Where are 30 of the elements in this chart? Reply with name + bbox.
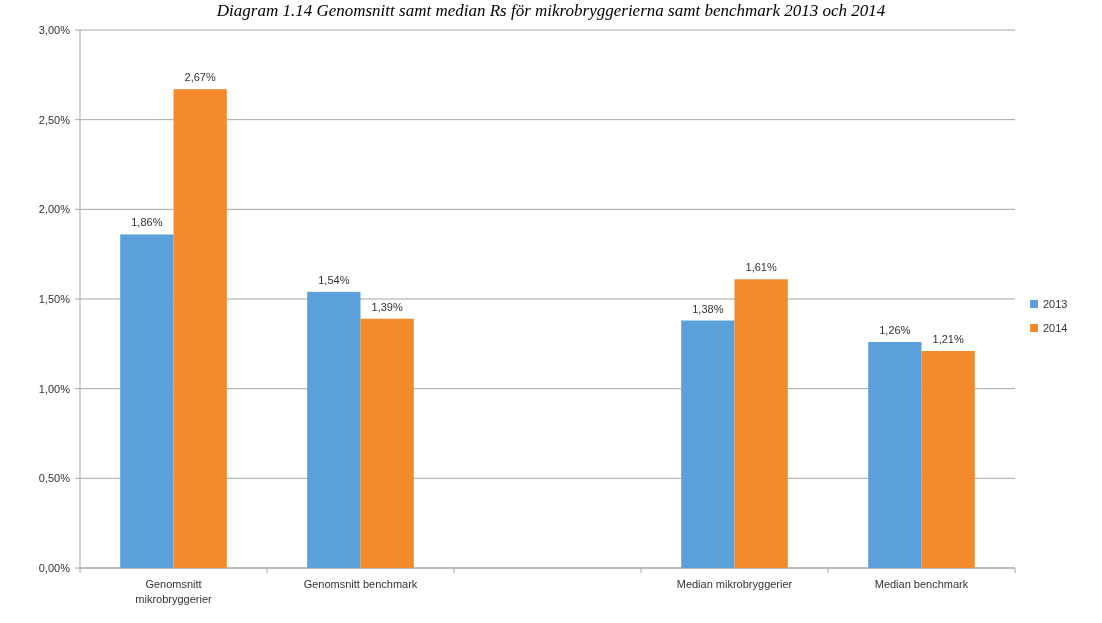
data-label: 1,21% <box>932 333 964 346</box>
data-label: 1,54% <box>318 273 350 286</box>
x-tick-label: Genomsnitt benchmark <box>303 578 418 590</box>
bar <box>681 320 735 568</box>
legend-label: 2013 <box>1043 297 1068 310</box>
y-tick-label: 2,50% <box>38 113 71 126</box>
bar <box>734 279 788 568</box>
y-tick-label: 0,50% <box>38 472 71 485</box>
x-tick-label: Median mikrobryggerier <box>676 578 793 590</box>
chart-title: Diagram 1.14 Genomsnitt samt median Rs för mikrobryggerierna samt benchmark 2013 och 2014 <box>215 1 886 20</box>
bar <box>307 291 361 568</box>
x-tick-label: Median benchmark <box>874 578 969 590</box>
data-label: 1,26% <box>879 324 911 337</box>
x-tick-label: Genomsnitt mikrobryggerier <box>135 578 213 605</box>
data-label: 1,39% <box>371 300 403 313</box>
bar <box>921 351 975 568</box>
y-tick-label: 3,00% <box>38 23 71 36</box>
data-label: 1,61% <box>745 261 777 274</box>
data-label: 1,86% <box>131 216 163 229</box>
y-tick-label: 0,00% <box>38 561 71 574</box>
bar <box>120 234 174 568</box>
bar <box>173 89 227 568</box>
data-label: 1,38% <box>692 302 724 315</box>
bar <box>360 318 414 568</box>
y-tick-label: 1,00% <box>38 382 71 395</box>
data-label: 2,67% <box>184 71 216 84</box>
y-tick-label: 1,50% <box>38 292 71 305</box>
legend-label: 2014 <box>1043 321 1068 334</box>
bar <box>868 342 922 568</box>
y-tick-label: 2,00% <box>38 203 71 216</box>
